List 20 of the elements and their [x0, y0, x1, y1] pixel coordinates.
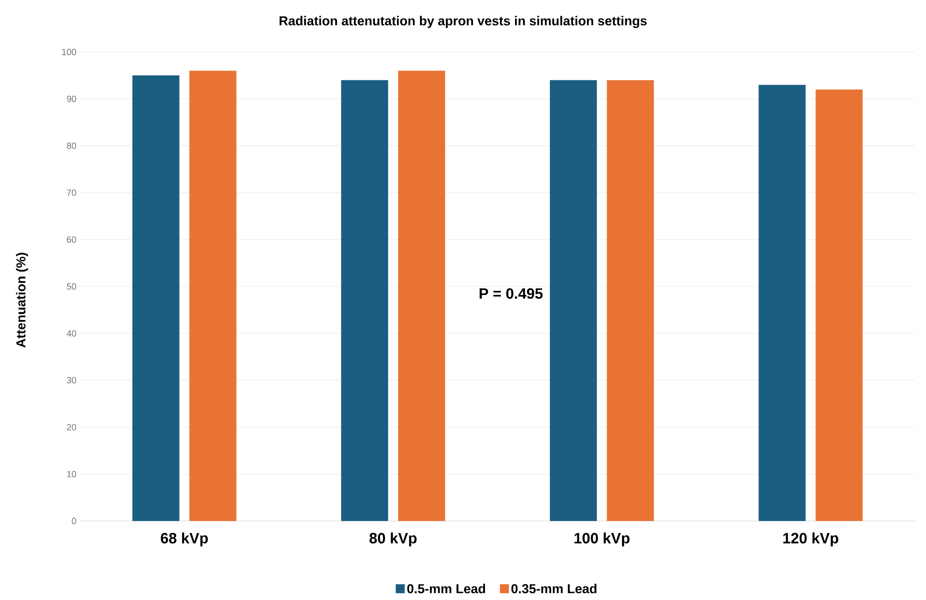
y-tick-label: 40 — [66, 330, 76, 337]
y-tick-label: 80 — [66, 142, 76, 149]
y-tick-label: 20 — [66, 424, 76, 430]
legend-label: 0.35-mm Lead — [511, 584, 596, 594]
x-tick-label: 100 kVp — [574, 532, 630, 546]
y-tick-label: 70 — [66, 190, 76, 196]
chart-title: Radiation attenutation by apron vests in simulation settings — [280, 16, 647, 28]
legend-label: 0.5-mm Lead — [407, 584, 486, 594]
x-tick-label: 68 kVp — [160, 532, 208, 546]
x-tick-label: 120 kVp — [783, 532, 838, 546]
y-tick-label: 10 — [67, 470, 76, 478]
x-tick-label: 80 kVp — [370, 532, 417, 546]
y-tick-label: 90 — [66, 96, 76, 102]
y-axis-title: Attenuation (%) — [16, 252, 28, 348]
y-tick-label: 100 — [62, 48, 76, 56]
y-tick-label: 60 — [66, 236, 76, 243]
y-tick-label: 0 — [72, 518, 76, 524]
y-tick-label: 30 — [66, 377, 76, 384]
annotation: P = 0.495 — [480, 288, 543, 299]
y-tick-label: 50 — [66, 283, 76, 290]
